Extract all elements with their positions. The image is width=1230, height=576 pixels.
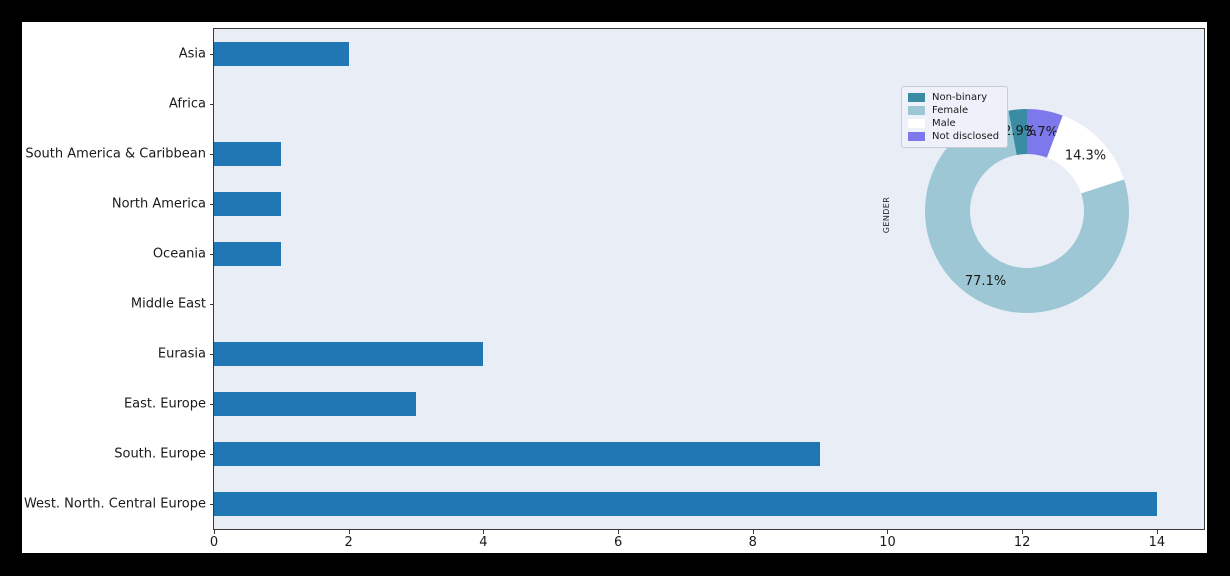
y-tick-mark	[210, 404, 214, 405]
x-tick-label: 2	[344, 535, 353, 550]
legend-swatch	[908, 132, 925, 141]
legend-label: Female	[932, 105, 969, 116]
y-tick-label: Asia	[178, 46, 206, 62]
pct-label: 2.9%	[1003, 124, 1036, 139]
y-tick-label: Africa	[168, 96, 206, 112]
bar	[214, 192, 282, 216]
bar	[214, 242, 282, 266]
donut-slice	[1046, 115, 1125, 194]
x-tick-mark	[752, 530, 754, 534]
y-tick-mark	[210, 154, 214, 155]
donut-slice	[1008, 109, 1027, 155]
y-tick-mark	[210, 254, 214, 255]
y-tick-label: South. Europe	[114, 446, 206, 462]
legend-label: Non-binary	[932, 92, 988, 103]
pct-label: 14.3%	[1065, 148, 1106, 163]
y-tick-label: East. Europe	[123, 396, 206, 412]
y-tick-mark	[210, 54, 214, 55]
pct-label: 5.7%	[1025, 125, 1058, 140]
x-tick-mark	[618, 530, 620, 534]
x-tick-mark	[887, 530, 889, 534]
bar	[214, 442, 821, 466]
x-tick-mark	[1156, 530, 1158, 534]
donut-slice	[1027, 109, 1063, 158]
x-tick-label: 10	[879, 535, 896, 550]
x-tick-mark	[214, 530, 215, 534]
legend-item: Male	[908, 118, 999, 129]
x-tick-label: 12	[1013, 535, 1031, 550]
legend-swatch	[908, 106, 925, 115]
legend-item: Female	[908, 105, 999, 116]
legend: Non-binary Female Male Not disclosed	[901, 86, 1009, 148]
legend-swatch	[908, 93, 925, 102]
pct-label: 77.1%	[965, 274, 1006, 289]
y-tick-label: Oceania	[152, 246, 206, 262]
legend-item: Non-binary	[908, 92, 999, 103]
y-tick-label: North America	[111, 196, 206, 212]
donut-slice	[925, 110, 1129, 313]
bar	[214, 142, 282, 166]
legend-label: Not disclosed	[932, 131, 1000, 142]
bar	[214, 492, 1157, 516]
bar	[214, 392, 417, 416]
y-tick-mark	[210, 504, 214, 505]
bar	[214, 42, 349, 66]
x-tick-label: 4	[479, 535, 488, 550]
matplotlib-figure: Asia Africa South America & Caribbean North…	[22, 22, 1207, 553]
y-tick-mark	[210, 354, 214, 355]
x-tick-label: 6	[613, 535, 623, 550]
legend-item: Not disclosed	[908, 131, 999, 142]
x-tick-mark	[1022, 530, 1024, 534]
y-tick-label: Eurasia	[157, 346, 206, 362]
pie-axis-title: GENDER	[882, 196, 891, 234]
legend-swatch	[908, 119, 925, 128]
x-tick-label: 8	[748, 535, 757, 550]
x-tick-label: 0	[209, 535, 219, 550]
y-tick-label: West. North. Central Europe	[23, 496, 206, 512]
x-tick-mark	[348, 530, 350, 534]
x-tick-mark	[483, 530, 485, 534]
y-tick-mark	[210, 304, 214, 305]
x-tick-label: 14	[1148, 535, 1166, 550]
donut-chart: 5.7% 14.3% 77.1% 2.9%	[925, 109, 1129, 313]
bar-plot-area	[213, 28, 1205, 530]
y-tick-label: South America & Caribbean	[25, 146, 206, 162]
y-tick-mark	[210, 454, 214, 455]
y-tick-mark	[210, 104, 214, 105]
y-tick-mark	[210, 204, 214, 205]
legend-label: Male	[932, 118, 956, 129]
bar	[214, 342, 484, 366]
y-tick-label: Middle East	[130, 296, 206, 312]
